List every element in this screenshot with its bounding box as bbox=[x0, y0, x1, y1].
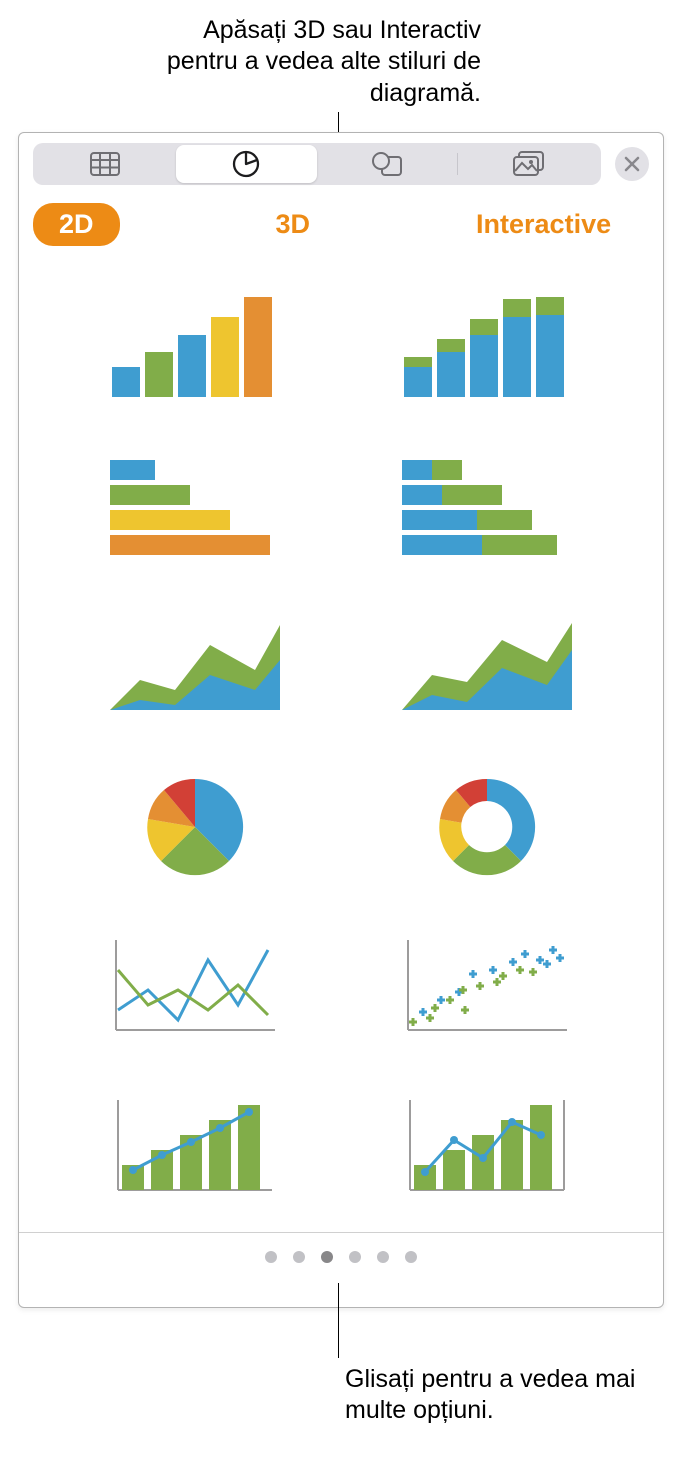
chart-hbar-stacked[interactable] bbox=[371, 442, 603, 572]
media-icon bbox=[512, 151, 546, 177]
page-indicator[interactable] bbox=[19, 1233, 663, 1281]
insert-toolbar bbox=[19, 133, 663, 195]
shapes-icon bbox=[371, 151, 403, 177]
chart-combo[interactable] bbox=[79, 1082, 311, 1212]
page-dot[interactable] bbox=[349, 1251, 361, 1263]
chart-bar-multicolor[interactable] bbox=[79, 282, 311, 412]
chart-area-variant[interactable] bbox=[371, 602, 603, 732]
chart-grid bbox=[19, 262, 663, 1222]
chart-dimension-tabs: 2D 3D Interactive bbox=[19, 195, 663, 262]
callout-bottom: Glisați pentru a vedea mai multe opțiuni… bbox=[345, 1364, 655, 1427]
tables-segment[interactable] bbox=[35, 145, 176, 183]
close-button[interactable] bbox=[615, 147, 649, 181]
chart-scatter[interactable] bbox=[371, 922, 603, 1052]
tab-interactive[interactable]: Interactive bbox=[476, 203, 611, 246]
insert-category-segmented bbox=[33, 143, 601, 185]
chart-picker-panel: 2D 3D Interactive bbox=[18, 132, 664, 1308]
chart-hbar-multicolor[interactable] bbox=[79, 442, 311, 572]
tab-3d[interactable]: 3D bbox=[276, 203, 311, 246]
close-icon bbox=[624, 156, 640, 172]
charts-segment[interactable] bbox=[176, 145, 317, 183]
chart-area[interactable] bbox=[79, 602, 311, 732]
page-dot-active[interactable] bbox=[321, 1251, 333, 1263]
page-dot[interactable] bbox=[265, 1251, 277, 1263]
callout-top: Apăsați 3D sau Interactiv pentru a vedea… bbox=[131, 15, 481, 109]
chart-combo-variant[interactable] bbox=[371, 1082, 603, 1212]
page-dot[interactable] bbox=[377, 1251, 389, 1263]
chart-pie[interactable] bbox=[79, 762, 311, 892]
page-dot[interactable] bbox=[405, 1251, 417, 1263]
chart-bar-stacked[interactable] bbox=[371, 282, 603, 412]
chart-icon bbox=[232, 150, 260, 178]
chart-line[interactable] bbox=[79, 922, 311, 1052]
table-icon bbox=[90, 152, 120, 176]
tab-2d[interactable]: 2D bbox=[33, 203, 120, 246]
shapes-segment[interactable] bbox=[317, 145, 458, 183]
media-segment[interactable] bbox=[458, 145, 599, 183]
page-dot[interactable] bbox=[293, 1251, 305, 1263]
callout-leader-line bbox=[338, 1283, 339, 1358]
chart-donut[interactable] bbox=[371, 762, 603, 892]
